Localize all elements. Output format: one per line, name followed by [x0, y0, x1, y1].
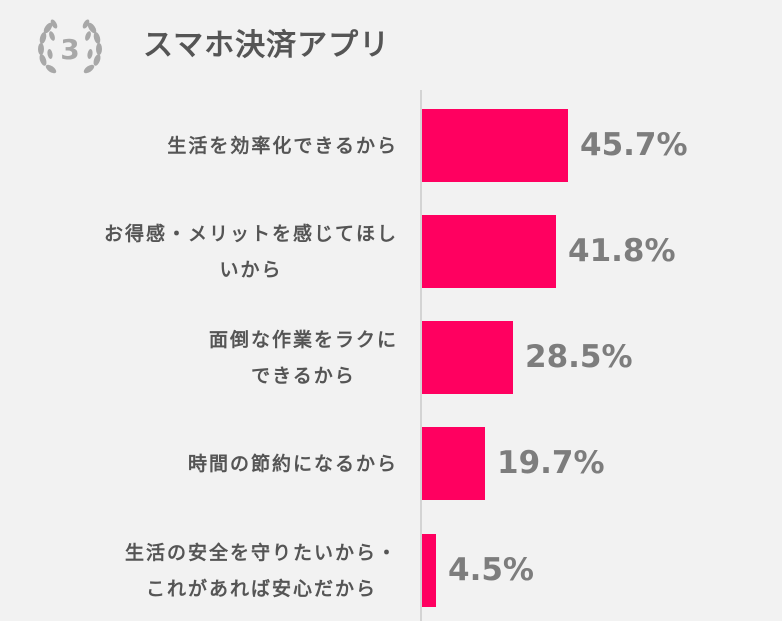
category-label-line: できるから [251, 364, 356, 387]
category-label-line: これがあれば安心だから [145, 577, 377, 600]
rank-badge: 3 [34, 16, 106, 78]
chart-row: 時間の節約になるから 19.7% [0, 427, 782, 500]
value-label: 45.7% [580, 127, 688, 163]
svg-text:3: 3 [60, 33, 79, 66]
chart-row: 生活の安全を守りたいから・ これがあれば安心だから 4.5% [0, 534, 782, 607]
value-label: 4.5% [448, 552, 534, 588]
bar [422, 321, 513, 394]
chart-axis-line [420, 90, 422, 621]
category-label-line: いから [219, 258, 283, 281]
category-label: 面倒な作業をラクに できるから [58, 321, 398, 394]
chart-row: お得感・メリットを感じてほし いから 41.8% [0, 215, 782, 288]
laurel-wreath-icon: 3 [38, 19, 102, 74]
value-label: 41.8% [568, 233, 676, 269]
bar [422, 427, 485, 500]
value-label: 28.5% [525, 339, 633, 375]
category-label-line: お得感・メリットを感じてほし [103, 222, 398, 245]
chart-row: 生活を効率化できるから 45.7% [0, 109, 782, 182]
category-label: 生活を効率化できるから [58, 109, 398, 182]
category-label: 生活の安全を守りたいから・ これがあれば安心だから [58, 534, 398, 607]
category-label: 時間の節約になるから [58, 427, 398, 500]
bar [422, 215, 556, 288]
category-label-line: 生活の安全を守りたいから・ [124, 541, 398, 564]
bar [422, 109, 568, 182]
category-label-line: 生活を効率化できるから [167, 134, 398, 157]
bar [422, 534, 436, 607]
category-label-line: 面倒な作業をラクに [208, 328, 398, 351]
category-label-line: 時間の節約になるから [187, 452, 398, 475]
chart-row: 面倒な作業をラクに できるから 28.5% [0, 321, 782, 394]
page-title: スマホ決済アプリ [143, 28, 391, 63]
category-label: お得感・メリットを感じてほし いから [58, 215, 398, 288]
value-label: 19.7% [497, 445, 605, 481]
